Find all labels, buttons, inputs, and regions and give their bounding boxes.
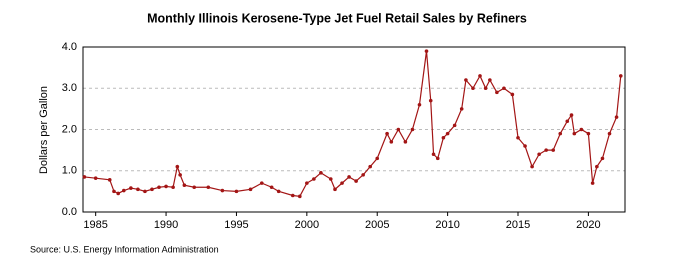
data-point [178, 173, 182, 177]
data-point [441, 135, 446, 140]
data-point [551, 148, 556, 152]
data-point [305, 181, 309, 185]
data-point [579, 127, 584, 132]
data-point [471, 86, 475, 91]
data-point [122, 188, 126, 193]
x-tick-label: 2000 [295, 219, 319, 231]
data-point [206, 185, 211, 190]
data-point [150, 187, 154, 192]
data-point [452, 123, 457, 128]
data-point [502, 86, 506, 91]
y-tick-label: 4.0 [62, 41, 77, 53]
data-point [340, 181, 344, 185]
x-tick-label: 1990 [154, 219, 178, 231]
data-point [175, 164, 180, 169]
data-point [354, 179, 358, 183]
data-point [565, 119, 570, 124]
data-line [84, 51, 622, 197]
data-point [558, 131, 563, 136]
data-point [136, 187, 140, 192]
data-point [586, 131, 591, 136]
data-point [396, 127, 401, 132]
data-point [569, 113, 574, 117]
data-point [375, 156, 380, 161]
data-point [389, 140, 394, 144]
data-point [488, 78, 492, 82]
data-point [572, 131, 577, 136]
y-tick-label: 2.0 [62, 123, 77, 135]
data-point [510, 92, 515, 97]
x-tick-label: 1985 [83, 219, 107, 231]
y-tick-label: 3.0 [62, 82, 77, 94]
data-point [143, 189, 147, 194]
data-point [595, 164, 599, 169]
data-point [435, 156, 440, 161]
data-point [116, 191, 120, 196]
data-point [171, 185, 175, 190]
data-point [537, 152, 541, 157]
data-point [403, 140, 408, 144]
data-point [333, 187, 337, 192]
data-point [319, 171, 323, 175]
data-point [618, 74, 623, 78]
y-tick-label: 1.0 [62, 165, 77, 177]
data-point [483, 86, 488, 91]
data-point [368, 164, 372, 169]
data-point [614, 115, 619, 119]
x-tick-label: 2010 [435, 219, 459, 231]
data-point [82, 175, 87, 179]
data-point [385, 131, 389, 136]
data-point [464, 78, 468, 82]
data-point [234, 189, 239, 194]
x-tick-label: 2015 [506, 219, 530, 231]
data-point [428, 98, 433, 103]
data-point [530, 164, 534, 169]
data-point [312, 177, 316, 181]
data-point [93, 176, 98, 180]
x-tick-label: 2020 [576, 219, 600, 231]
data-point [129, 186, 133, 190]
x-tick-label: 2005 [365, 219, 389, 231]
data-point [248, 187, 253, 192]
data-point [182, 183, 187, 187]
data-point [259, 181, 264, 185]
data-point [157, 185, 161, 190]
data-point [410, 127, 415, 132]
plot-frame [82, 46, 626, 213]
data-point [192, 185, 197, 190]
data-point [516, 135, 520, 140]
data-point [445, 131, 450, 136]
x-tick-label: 1995 [224, 219, 248, 231]
data-point [220, 188, 225, 193]
chart-title: Monthly Illinois Kerosene-Type Jet Fuel … [147, 11, 527, 25]
data-point [361, 173, 365, 177]
data-point [544, 148, 548, 152]
y-tick-label: 0.0 [62, 206, 77, 218]
data-point [424, 49, 429, 53]
data-point [269, 185, 274, 190]
data-point [607, 131, 612, 136]
data-point [590, 181, 595, 185]
data-point [112, 189, 116, 194]
data-point [600, 156, 605, 161]
data-point [290, 193, 295, 198]
data-point [107, 178, 112, 182]
data-point [495, 90, 499, 95]
data-point [164, 184, 168, 189]
data-point [298, 194, 302, 199]
data-point [523, 144, 527, 148]
data-point [459, 107, 464, 111]
data-point [276, 189, 281, 194]
data-point [478, 74, 482, 78]
source-note: Source: U.S. Energy Information Administ… [30, 244, 219, 254]
data-point [417, 102, 422, 107]
data-point [328, 177, 333, 181]
data-point [431, 152, 436, 157]
y-axis-label: Dollars per Gallon [38, 86, 50, 174]
data-point [347, 175, 351, 179]
